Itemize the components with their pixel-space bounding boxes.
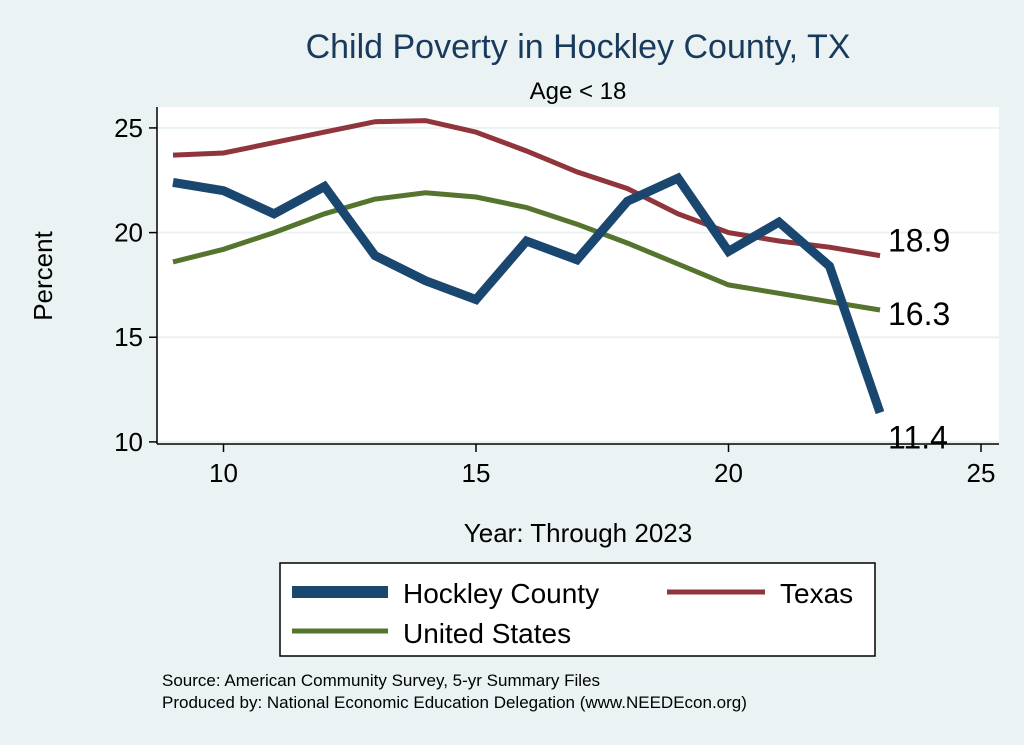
plot-area (157, 107, 999, 444)
y-tick-label: 15 (114, 322, 143, 352)
x-tick-label: 10 (209, 458, 238, 488)
end-label-united-states: 16.3 (888, 296, 950, 332)
series-line-hockley-county (172, 172, 885, 415)
series-line-texas (172, 118, 881, 259)
y-axis-title: Percent (28, 230, 58, 320)
y-tick-label: 25 (114, 113, 143, 143)
x-tick-label: 20 (714, 458, 743, 488)
source-note: Source: American Community Survey, 5-yr … (162, 671, 600, 690)
legend-label-texas: Texas (780, 578, 853, 609)
legend-box (279, 562, 876, 657)
y-tick-label: 10 (114, 427, 143, 457)
end-label-hockley-county: 11.4 (888, 420, 948, 456)
chart-title: Child Poverty in Hockley County, TX (306, 28, 851, 66)
chart-subtitle: Age < 18 (530, 78, 627, 105)
x-tick-label: 25 (967, 458, 996, 488)
legend-label-us: United States (403, 618, 571, 649)
x-axis-title: Year: Through 2023 (464, 518, 692, 548)
x-tick-label: 15 (462, 458, 491, 488)
end-label-texas: 18.9 (888, 223, 950, 259)
y-tick-label: 20 (114, 218, 143, 248)
legend-label-hockley: Hockley County (403, 578, 599, 609)
series-line-united-states (172, 190, 881, 313)
produced-note: Produced by: National Economic Education… (162, 693, 747, 712)
legend: Hockley County Texas United States (279, 562, 876, 657)
